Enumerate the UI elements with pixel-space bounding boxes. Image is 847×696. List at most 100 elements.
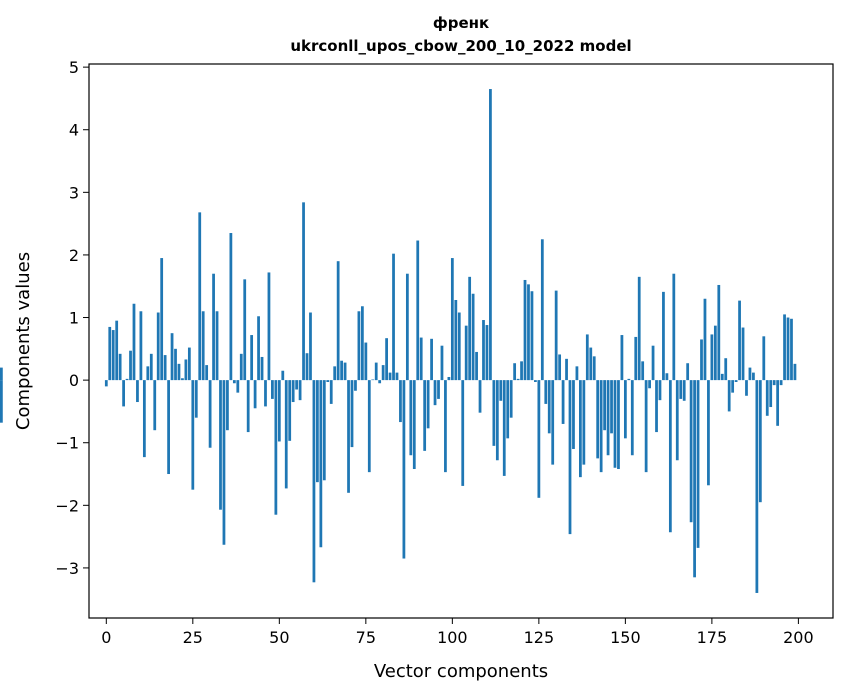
bar-100 (450, 258, 454, 381)
bar-6 (125, 378, 129, 381)
bar-187 (752, 372, 755, 381)
bar-178 (720, 373, 724, 381)
bar-160 (658, 380, 662, 401)
bar-25 (191, 380, 195, 490)
bar-170 (693, 380, 696, 578)
bar-5 (122, 380, 125, 407)
bar-69 (343, 362, 347, 381)
bar-54 (291, 380, 295, 403)
bar-169 (689, 380, 693, 523)
bar-180 (727, 380, 731, 412)
y-tick-label: 4 (69, 121, 79, 140)
bar-181 (731, 380, 735, 393)
bar-164 (672, 273, 676, 381)
bar-92 (423, 380, 427, 451)
bar-77 (371, 379, 375, 381)
bar-57 (302, 202, 305, 381)
chart-subtitle: ukrconll_upos_cbow_200_10_2022 model (290, 37, 631, 55)
y-tick-label: 3 (69, 183, 79, 202)
bar-90 (416, 240, 420, 381)
x-tick-label: 200 (783, 628, 814, 647)
bar-19 (170, 333, 174, 381)
bar-29 (205, 365, 209, 381)
bar-166 (679, 380, 683, 399)
bar-175 (710, 334, 714, 381)
bar-129 (551, 380, 555, 465)
bar-38 (236, 380, 240, 393)
bar-10 (139, 311, 143, 381)
bar-191 (765, 380, 769, 416)
y-tick-label: −3 (55, 559, 79, 578)
bar-31 (212, 273, 215, 381)
bar-28 (201, 311, 205, 381)
bar-55 (295, 380, 299, 390)
y-tick-label: 1 (69, 309, 79, 328)
bar-194 (776, 380, 780, 426)
bar-8 (132, 303, 136, 381)
bar-97 (440, 345, 444, 381)
bar-174 (707, 380, 710, 486)
bar-78 (374, 362, 378, 381)
y-axis-label: Components values (13, 252, 34, 430)
bar-155 (641, 361, 645, 381)
bar-70 (347, 380, 350, 493)
bar-101 (454, 300, 458, 381)
bar-103 (461, 380, 465, 486)
bar-96 (437, 380, 440, 399)
chart-title: френк (433, 14, 489, 32)
bar-62 (319, 380, 323, 548)
bar-188 (755, 380, 759, 593)
bars-group (0, 89, 797, 593)
bar-53 (288, 380, 292, 441)
bar-94 (430, 338, 433, 381)
bar-165 (675, 380, 679, 461)
bar-40 (243, 279, 247, 381)
bar-22 (181, 378, 184, 381)
bar-23 (184, 359, 188, 381)
bar-149 (620, 335, 624, 381)
bar-115 (502, 380, 506, 476)
bar-7 (129, 350, 132, 381)
bar-21 (177, 363, 181, 381)
bar-152 (630, 380, 634, 456)
bar-34 (222, 380, 226, 545)
bar-177 (717, 284, 721, 381)
bar-140 (589, 347, 593, 381)
bar-173 (703, 298, 707, 381)
bar-154 (637, 276, 641, 381)
bar-141 (592, 356, 596, 381)
bar-47 (267, 272, 271, 381)
bar-197 (786, 317, 790, 381)
bar-13 (149, 353, 153, 381)
bar-60 (312, 380, 316, 583)
bar-185 (745, 380, 748, 396)
bar-73 (357, 311, 361, 381)
x-tick-label: 125 (524, 628, 555, 647)
bar-201 (0, 367, 3, 381)
bar-176 (713, 325, 717, 381)
bar-126 (540, 239, 544, 381)
bar-147 (613, 380, 617, 468)
bar-161 (662, 291, 665, 381)
y-tick-label: −1 (55, 434, 79, 453)
bar-199 (793, 363, 797, 381)
bar-134 (568, 380, 572, 535)
bar-105 (468, 276, 472, 381)
bar-3 (115, 320, 119, 381)
bar-61 (316, 380, 319, 483)
bar-182 (734, 380, 738, 382)
bar-27 (198, 212, 202, 381)
bar-139 (585, 334, 589, 381)
bar-86 (402, 380, 406, 559)
bar-85 (399, 380, 402, 423)
bar-179 (724, 358, 728, 381)
bar-98 (444, 380, 447, 473)
bar-168 (686, 363, 690, 381)
bar-95 (433, 380, 437, 406)
bar-35 (226, 380, 229, 431)
bar-193 (772, 380, 776, 386)
bar-75 (364, 342, 368, 381)
bar-49 (274, 380, 278, 515)
bar-144 (603, 380, 606, 431)
bar-51 (281, 370, 285, 381)
